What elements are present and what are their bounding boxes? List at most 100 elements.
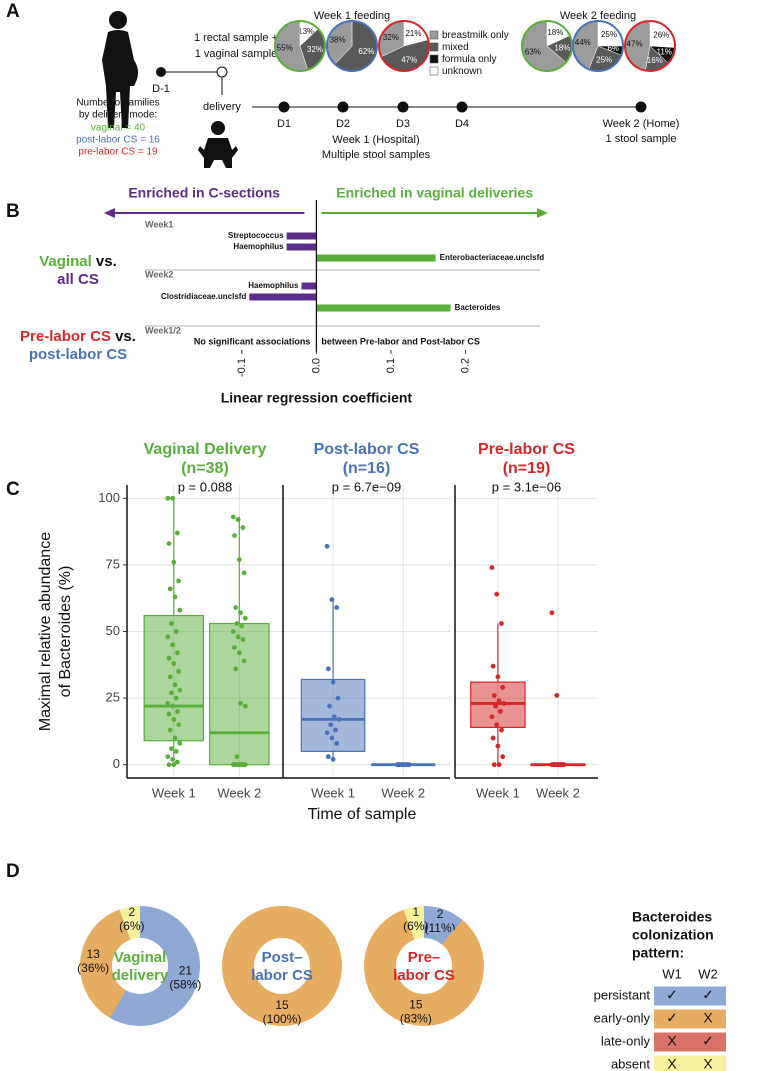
- y-tick-label: 0: [113, 756, 120, 771]
- point: [169, 746, 174, 752]
- y-tick-label: 25: [106, 690, 120, 705]
- point: [235, 517, 241, 523]
- point: [329, 597, 335, 602]
- sample-text: 1 rectal sample +: [194, 32, 278, 44]
- day-label: D1: [277, 118, 291, 130]
- point: [234, 754, 240, 760]
- donut-count: 21: [179, 963, 193, 977]
- point: [169, 621, 174, 626]
- pie-group-title: Week 2 feeding: [560, 10, 636, 22]
- point: [232, 533, 237, 539]
- x-tick-label: 0.1: [385, 358, 397, 373]
- donut-percent: (6%): [403, 919, 428, 933]
- bar: [286, 243, 317, 251]
- pie-label: 18%: [554, 43, 570, 52]
- x-tick-label: Week 2: [217, 785, 261, 800]
- point: [328, 722, 334, 728]
- donut-count: 15: [275, 998, 289, 1012]
- point: [230, 514, 236, 520]
- point: [177, 607, 183, 613]
- week-label: 1 stool sample: [606, 133, 677, 145]
- point: [173, 695, 179, 701]
- donut-center-label: Pre–: [408, 949, 441, 966]
- legend-cell: X: [667, 1033, 677, 1049]
- point: [491, 693, 497, 698]
- donut-center-label: labor CS: [251, 967, 313, 984]
- point: [236, 650, 242, 656]
- note: No significant associations: [194, 336, 311, 346]
- point: [490, 663, 496, 669]
- legend-title: Bacteroides: [632, 909, 712, 925]
- point: [400, 762, 406, 768]
- legend-label: persistant: [594, 987, 651, 1002]
- legend-swatch: [429, 42, 439, 52]
- day-label: D2: [336, 118, 350, 130]
- y-tick-label: 100: [98, 490, 120, 505]
- point: [496, 762, 502, 768]
- bar-label: Bacteroides: [455, 303, 501, 312]
- point: [493, 703, 498, 709]
- pie-label: 63%: [525, 48, 541, 57]
- point: [335, 695, 341, 701]
- comparison-label: post-labor CS: [29, 346, 127, 363]
- panel-label: D: [6, 861, 20, 882]
- donut-segment: [364, 906, 484, 1026]
- point: [235, 634, 241, 640]
- point: [325, 754, 331, 760]
- point: [166, 541, 172, 546]
- legend-cell: X: [703, 1010, 713, 1026]
- donut-segment: [364, 906, 484, 1026]
- donut-segment: [80, 906, 201, 1026]
- arrow-label: Enriched in C-sections: [128, 185, 280, 201]
- point: [499, 727, 504, 733]
- box: [209, 622, 270, 766]
- point: [240, 525, 246, 531]
- comparison-part: post-labor CS: [29, 346, 127, 363]
- point: [489, 565, 495, 570]
- legend-cell: X: [667, 1056, 677, 1071]
- section-label: Week1: [145, 219, 173, 229]
- point: [238, 701, 243, 706]
- donut-percent: (36%): [77, 961, 109, 975]
- legend-swatch: [429, 30, 439, 40]
- day-label: D4: [455, 118, 469, 130]
- p-value: p = 6.7e−09: [332, 479, 401, 494]
- bar: [316, 304, 451, 312]
- legend-column: W1: [662, 966, 682, 981]
- donut-segment: [80, 906, 200, 1026]
- point: [167, 674, 173, 680]
- legend-swatch: [654, 1009, 726, 1029]
- sample-text: 1 vaginal sample: [195, 48, 278, 60]
- y-axis-title: of Bacteroides (%): [57, 566, 74, 698]
- pie-label: 18%: [547, 28, 563, 37]
- comparison-part: vs.: [111, 328, 136, 345]
- point: [236, 557, 242, 562]
- x-tick-label: Week 1: [476, 785, 520, 800]
- legend-label: formula only: [442, 54, 496, 65]
- donut-percent: (58%): [169, 977, 201, 991]
- point: [496, 698, 502, 704]
- point: [167, 586, 173, 592]
- pie-border: [624, 20, 676, 72]
- mother-icon: [102, 11, 138, 128]
- pie-group-title: Week 1 feeding: [314, 10, 390, 22]
- point: [495, 743, 501, 749]
- point: [556, 762, 562, 768]
- point: [171, 559, 177, 565]
- point: [491, 762, 497, 768]
- pie-border: [326, 20, 378, 72]
- point: [171, 661, 177, 666]
- point: [172, 594, 178, 600]
- comparison-label: all CS: [57, 271, 99, 288]
- pie-label: 11%: [657, 47, 672, 56]
- point: [334, 740, 340, 746]
- donut-segment: [364, 906, 484, 1026]
- point: [171, 717, 177, 722]
- point: [233, 666, 239, 672]
- point: [234, 621, 240, 626]
- panel-label: A: [6, 1, 20, 22]
- comparison-label: Pre-labor CS vs.: [20, 328, 136, 345]
- timeline: [156, 66, 647, 113]
- pie-label: 16%: [647, 56, 663, 65]
